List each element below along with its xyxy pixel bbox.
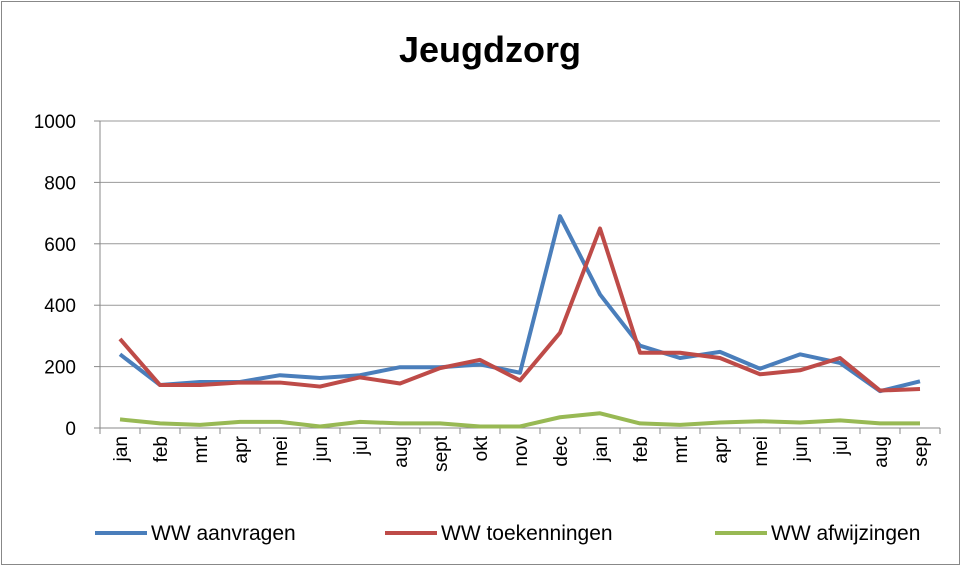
x-tick-label: mrt [191,435,212,463]
x-tick-label: jul [831,436,852,456]
y-tick-label: 1000 [34,112,76,133]
y-tick-label: 800 [44,173,76,194]
x-tick-label: mei [271,436,292,467]
x-tick-label: okt [471,435,492,461]
series-line [118,214,921,394]
x-tick-label: apr [231,435,252,463]
x-tick-label: jan [111,436,132,462]
series-line [118,226,921,393]
x-tick-label: jan [591,436,612,462]
x-tick-label: aug [391,436,412,468]
x-tick-label: jun [791,436,812,462]
x-tick-label: dec [551,436,572,467]
x-tick-label: feb [151,436,172,462]
x-tick-label: jun [311,436,332,462]
y-tick-label: 600 [44,235,76,256]
x-tick-label: aug [871,436,892,468]
x-tick-label: sep [911,436,932,467]
series-line [119,411,920,429]
chart-title: Jeugdzorg [399,29,581,70]
x-tick-label: nov [511,436,532,467]
y-tick-label: 0 [65,419,76,440]
legend-label: WW toekenningen [441,522,613,545]
x-tick-label: mrt [671,435,692,463]
x-tick-label: feb [631,436,652,462]
legend-label: WW afwijzingen [771,522,920,545]
x-tick-label: apr [711,435,732,463]
y-tick-label: 400 [44,296,76,317]
y-tick-label: 200 [44,358,76,379]
x-tick-label: mei [751,436,772,467]
x-tick-label: jul [351,436,372,456]
x-tick-label: sept [431,435,452,472]
legend-label: WW aanvragen [151,522,296,545]
